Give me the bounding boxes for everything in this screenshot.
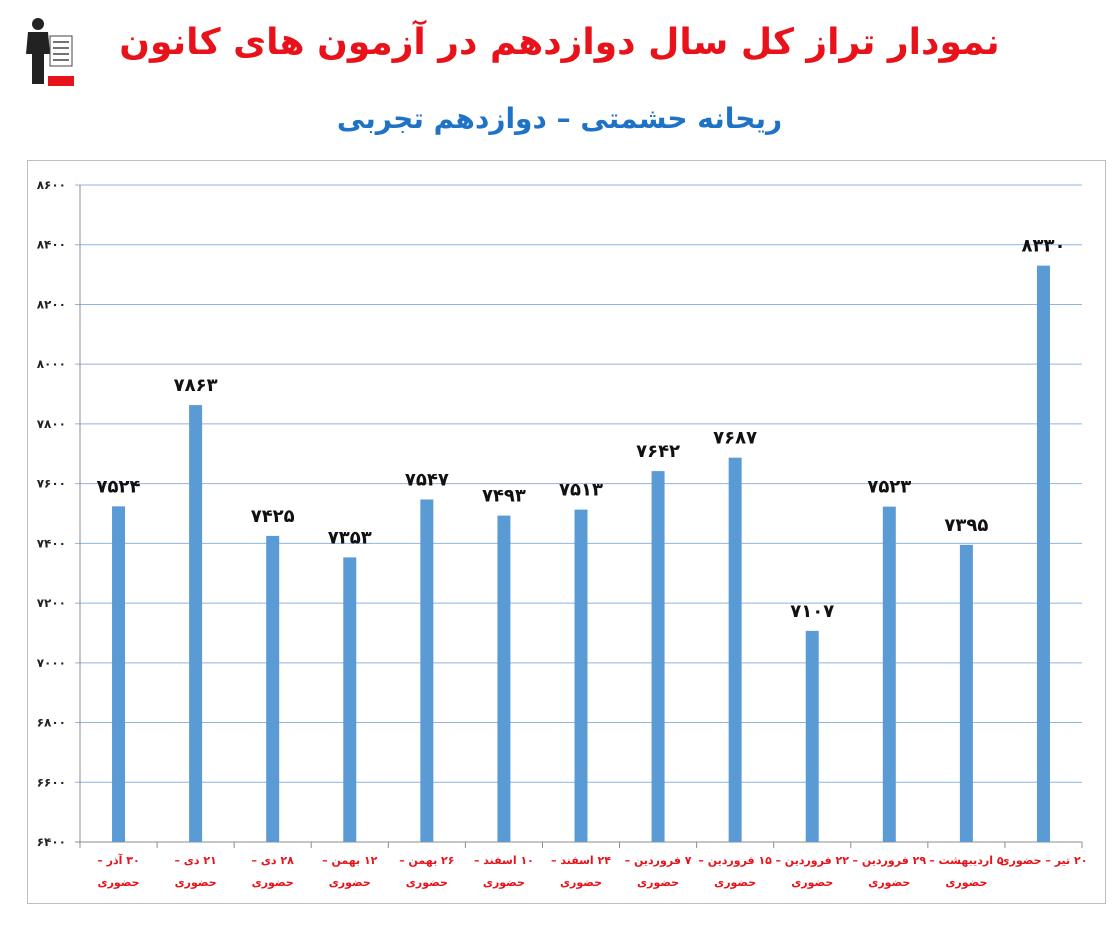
x-axis-labels: ۳۰ آذر – حضوری ۲۱ دی – حضوری ۲۸ دی – حضوری ۱۲ … [79, 842, 1087, 889]
category-label: حضوری [637, 876, 679, 889]
y-tick-label: ۶۴۰۰ [37, 835, 66, 849]
data-label: ۷۱۰۷ [790, 601, 834, 622]
category-label: ۵ اردیبهشت – [929, 854, 1004, 867]
data-label: ۷۶۸۷ [713, 428, 757, 449]
category-label: حضوری [868, 876, 910, 889]
bar [728, 457, 742, 842]
category-label: ۱۵ فروردین – [698, 854, 772, 867]
category-label: حضوری [329, 876, 371, 889]
category-label: ۱۲ بهمن – [322, 854, 378, 867]
chart-frame [27, 160, 1106, 904]
bar [882, 506, 896, 842]
bar [959, 544, 973, 842]
bar [266, 535, 280, 842]
category-label: ۲۴ اسفند – [551, 854, 611, 867]
kanoon-logo-icon [24, 14, 74, 90]
data-label: ۷۶۴۲ [636, 441, 680, 462]
category-label: حضوری [252, 876, 294, 889]
data-label: ۸۳۳۰ [1021, 236, 1065, 257]
category-label: ۲۱ دی – [174, 854, 216, 867]
bar [343, 557, 357, 842]
category-label: ۷ فروردین – [625, 854, 692, 867]
data-labels: ۷۵۲۴ ۷۸۶۳ ۷۴۲۵ ۷۳۵۳ ۷۵۴۷ ۷۴۹۳ ۷۵۱۳ ۷۶۴۲ ۷۶۸۷ ۷۱۰۷… [97, 236, 1066, 622]
chart-subtitle: ریحانه حشمتی – دوازدهم تجربی [336, 102, 783, 135]
data-label: ۷۵۲۳ [867, 477, 911, 498]
category-label: حضوری [791, 876, 833, 889]
bar [112, 506, 126, 842]
y-tick-label: ۷۸۰۰ [37, 417, 66, 431]
category-label: ۲۰ تیر – حضوری [999, 854, 1087, 867]
y-axis: ۶۴۰۰ ۶۶۰۰ ۶۸۰۰ ۷۰۰۰ ۷۲۰۰ ۷۴۰۰ ۷۶۰۰ ۷۸۰۰ ۸۰۰۰ ۸۲۰۰… [37, 178, 81, 849]
y-tick-label: ۷۲۰۰ [37, 596, 66, 610]
data-label: ۷۵۲۴ [97, 476, 141, 497]
bar [420, 499, 434, 842]
bar [189, 405, 203, 842]
category-label: حضوری [483, 876, 525, 889]
y-tick-label: ۷۴۰۰ [37, 536, 66, 550]
bar [1036, 265, 1050, 842]
category-label: ۱۰ اسفند – [474, 854, 534, 867]
y-tick-label: ۶۶۰۰ [37, 775, 66, 789]
bar [574, 509, 588, 842]
data-label: ۷۵۱۳ [559, 480, 603, 501]
y-tick-label: ۸۰۰۰ [37, 357, 66, 371]
category-label: ۲۹ فروردین – [853, 854, 927, 867]
y-tick-label: ۸۴۰۰ [37, 238, 66, 252]
category-label: ۲۶ بهمن – [399, 854, 454, 867]
bars [112, 265, 1050, 842]
category-label: حضوری [97, 876, 139, 889]
category-label: حضوری [945, 876, 987, 889]
data-label: ۷۳۹۵ [944, 515, 988, 536]
category-label: ۳۰ آذر – [97, 853, 139, 867]
bar [805, 630, 819, 842]
y-tick-label: ۶۸۰۰ [37, 716, 66, 730]
category-label: حضوری [560, 876, 602, 889]
category-label: ۲۸ دی – [252, 854, 295, 867]
bar [497, 515, 511, 842]
data-label: ۷۸۶۳ [174, 375, 218, 396]
data-label: ۷۳۵۳ [328, 527, 372, 548]
data-label: ۷۵۴۷ [405, 469, 449, 490]
category-label: حضوری [714, 876, 756, 889]
y-tick-label: ۸۲۰۰ [37, 297, 66, 311]
bar [651, 471, 665, 842]
data-label: ۷۴۲۵ [251, 506, 295, 527]
category-label: ۲۲ فروردین – [775, 854, 849, 867]
category-label: حضوری [175, 876, 217, 889]
category-label: حضوری [406, 876, 448, 889]
y-tick-label: ۷۰۰۰ [37, 656, 66, 670]
data-label: ۷۴۹۳ [482, 486, 526, 507]
y-tick-label: ۷۶۰۰ [37, 477, 66, 491]
chart-title: نمودار تراز کل سال دوازدهم در آزمون های … [119, 22, 1000, 63]
y-tick-label: ۸۶۰۰ [37, 178, 66, 192]
